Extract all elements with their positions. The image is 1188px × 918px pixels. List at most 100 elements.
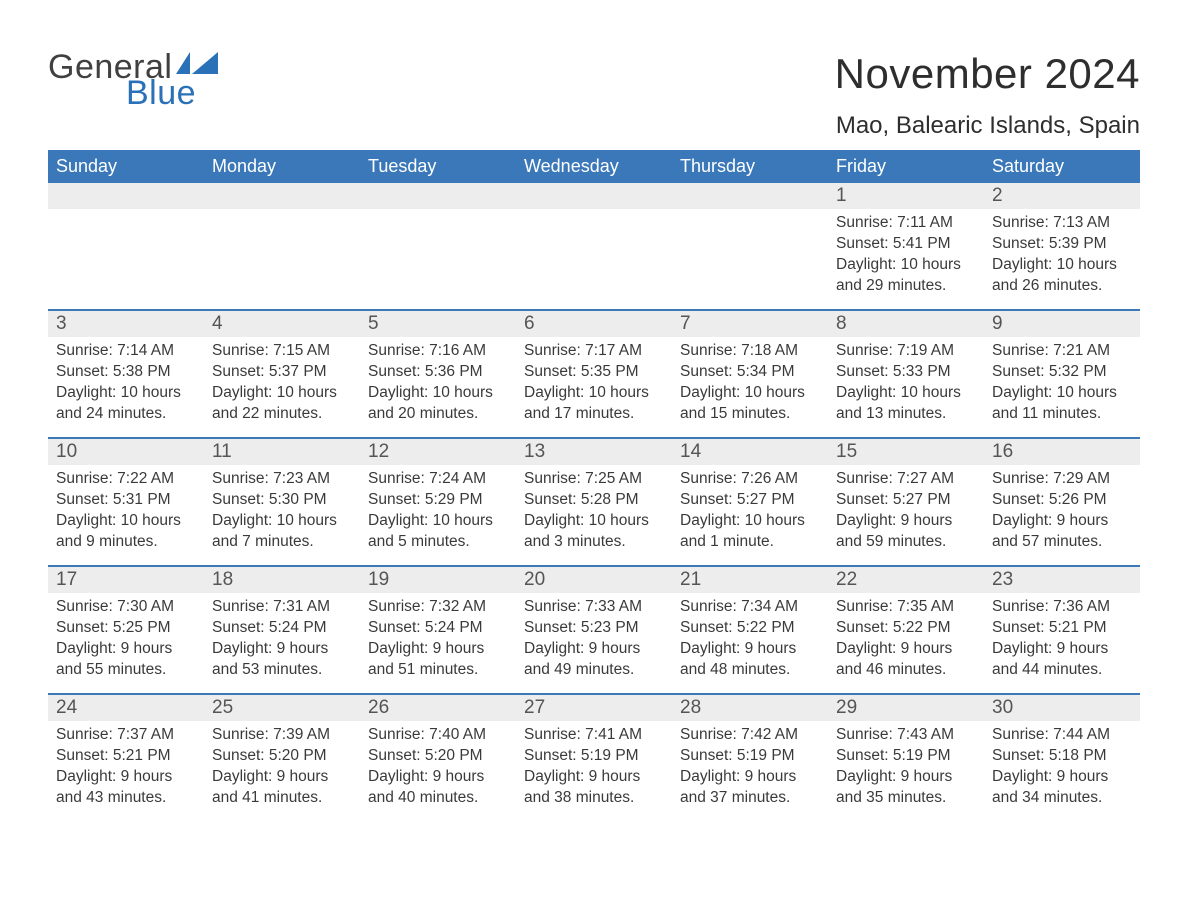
sunset-line: Sunset: 5:22 PM — [836, 618, 976, 639]
day-cell: 26Sunrise: 7:40 AMSunset: 5:20 PMDayligh… — [360, 695, 516, 821]
sunrise-line: Sunrise: 7:32 AM — [368, 597, 508, 618]
sunrise-line: Sunrise: 7:33 AM — [524, 597, 664, 618]
day-body: Sunrise: 7:40 AMSunset: 5:20 PMDaylight:… — [360, 721, 516, 815]
empty-cell — [360, 183, 516, 309]
day-body: Sunrise: 7:44 AMSunset: 5:18 PMDaylight:… — [984, 721, 1140, 815]
day-number: 2 — [984, 183, 1140, 209]
sunrise-line: Sunrise: 7:23 AM — [212, 469, 352, 490]
logo-text-blue: Blue — [126, 76, 218, 110]
day-cell: 6Sunrise: 7:17 AMSunset: 5:35 PMDaylight… — [516, 311, 672, 437]
day-cell: 10Sunrise: 7:22 AMSunset: 5:31 PMDayligh… — [48, 439, 204, 565]
week-row: 17Sunrise: 7:30 AMSunset: 5:25 PMDayligh… — [48, 565, 1140, 693]
daylight-line: Daylight: 10 hours and 9 minutes. — [56, 511, 196, 553]
sunrise-line: Sunrise: 7:42 AM — [680, 725, 820, 746]
day-cell: 20Sunrise: 7:33 AMSunset: 5:23 PMDayligh… — [516, 567, 672, 693]
day-number: 3 — [48, 311, 204, 337]
daylight-line: Daylight: 9 hours and 41 minutes. — [212, 767, 352, 809]
day-body: Sunrise: 7:11 AMSunset: 5:41 PMDaylight:… — [828, 209, 984, 303]
sunrise-line: Sunrise: 7:22 AM — [56, 469, 196, 490]
day-number: 20 — [516, 567, 672, 593]
day-header-sunday: Sunday — [48, 150, 204, 183]
day-cell: 8Sunrise: 7:19 AMSunset: 5:33 PMDaylight… — [828, 311, 984, 437]
day-body: Sunrise: 7:26 AMSunset: 5:27 PMDaylight:… — [672, 465, 828, 559]
sunset-line: Sunset: 5:27 PM — [836, 490, 976, 511]
daylight-line: Daylight: 10 hours and 24 minutes. — [56, 383, 196, 425]
day-number: 22 — [828, 567, 984, 593]
page: General Blue November 2024 Mao, Balearic… — [0, 0, 1188, 861]
day-body: Sunrise: 7:32 AMSunset: 5:24 PMDaylight:… — [360, 593, 516, 687]
title-block: November 2024 Mao, Balearic Islands, Spa… — [835, 50, 1140, 140]
day-body: Sunrise: 7:18 AMSunset: 5:34 PMDaylight:… — [672, 337, 828, 431]
day-number: 27 — [516, 695, 672, 721]
sunset-line: Sunset: 5:37 PM — [212, 362, 352, 383]
daylight-line: Daylight: 9 hours and 48 minutes. — [680, 639, 820, 681]
sunrise-line: Sunrise: 7:26 AM — [680, 469, 820, 490]
day-number: 12 — [360, 439, 516, 465]
daylight-line: Daylight: 9 hours and 37 minutes. — [680, 767, 820, 809]
day-number: 7 — [672, 311, 828, 337]
day-cell: 24Sunrise: 7:37 AMSunset: 5:21 PMDayligh… — [48, 695, 204, 821]
sunrise-line: Sunrise: 7:27 AM — [836, 469, 976, 490]
daylight-line: Daylight: 10 hours and 5 minutes. — [368, 511, 508, 553]
daylight-line: Daylight: 9 hours and 53 minutes. — [212, 639, 352, 681]
day-cell: 1Sunrise: 7:11 AMSunset: 5:41 PMDaylight… — [828, 183, 984, 309]
day-number: 29 — [828, 695, 984, 721]
day-body: Sunrise: 7:33 AMSunset: 5:23 PMDaylight:… — [516, 593, 672, 687]
day-cell: 7Sunrise: 7:18 AMSunset: 5:34 PMDaylight… — [672, 311, 828, 437]
day-cell: 21Sunrise: 7:34 AMSunset: 5:22 PMDayligh… — [672, 567, 828, 693]
daylight-line: Daylight: 9 hours and 44 minutes. — [992, 639, 1132, 681]
day-body: Sunrise: 7:30 AMSunset: 5:25 PMDaylight:… — [48, 593, 204, 687]
day-number — [360, 183, 516, 209]
day-body: Sunrise: 7:23 AMSunset: 5:30 PMDaylight:… — [204, 465, 360, 559]
sunrise-line: Sunrise: 7:37 AM — [56, 725, 196, 746]
daylight-line: Daylight: 10 hours and 26 minutes. — [992, 255, 1132, 297]
day-cell: 5Sunrise: 7:16 AMSunset: 5:36 PMDaylight… — [360, 311, 516, 437]
sunset-line: Sunset: 5:22 PM — [680, 618, 820, 639]
sunrise-line: Sunrise: 7:36 AM — [992, 597, 1132, 618]
day-body: Sunrise: 7:31 AMSunset: 5:24 PMDaylight:… — [204, 593, 360, 687]
daylight-line: Daylight: 10 hours and 11 minutes. — [992, 383, 1132, 425]
day-cell: 30Sunrise: 7:44 AMSunset: 5:18 PMDayligh… — [984, 695, 1140, 821]
day-cell: 28Sunrise: 7:42 AMSunset: 5:19 PMDayligh… — [672, 695, 828, 821]
sunset-line: Sunset: 5:36 PM — [368, 362, 508, 383]
sunrise-line: Sunrise: 7:34 AM — [680, 597, 820, 618]
daylight-line: Daylight: 10 hours and 7 minutes. — [212, 511, 352, 553]
day-header-friday: Friday — [828, 150, 984, 183]
day-body: Sunrise: 7:21 AMSunset: 5:32 PMDaylight:… — [984, 337, 1140, 431]
day-cell: 9Sunrise: 7:21 AMSunset: 5:32 PMDaylight… — [984, 311, 1140, 437]
day-number: 9 — [984, 311, 1140, 337]
day-cell: 29Sunrise: 7:43 AMSunset: 5:19 PMDayligh… — [828, 695, 984, 821]
daylight-line: Daylight: 9 hours and 51 minutes. — [368, 639, 508, 681]
sunset-line: Sunset: 5:24 PM — [212, 618, 352, 639]
sunset-line: Sunset: 5:25 PM — [56, 618, 196, 639]
day-number: 4 — [204, 311, 360, 337]
sunset-line: Sunset: 5:18 PM — [992, 746, 1132, 767]
day-body: Sunrise: 7:34 AMSunset: 5:22 PMDaylight:… — [672, 593, 828, 687]
day-body: Sunrise: 7:14 AMSunset: 5:38 PMDaylight:… — [48, 337, 204, 431]
day-header-monday: Monday — [204, 150, 360, 183]
daylight-line: Daylight: 9 hours and 46 minutes. — [836, 639, 976, 681]
week-row: 1Sunrise: 7:11 AMSunset: 5:41 PMDaylight… — [48, 183, 1140, 309]
day-header-wednesday: Wednesday — [516, 150, 672, 183]
day-cell: 2Sunrise: 7:13 AMSunset: 5:39 PMDaylight… — [984, 183, 1140, 309]
day-body: Sunrise: 7:17 AMSunset: 5:35 PMDaylight:… — [516, 337, 672, 431]
day-cell: 13Sunrise: 7:25 AMSunset: 5:28 PMDayligh… — [516, 439, 672, 565]
day-cell: 14Sunrise: 7:26 AMSunset: 5:27 PMDayligh… — [672, 439, 828, 565]
day-number: 14 — [672, 439, 828, 465]
day-cell: 25Sunrise: 7:39 AMSunset: 5:20 PMDayligh… — [204, 695, 360, 821]
sunrise-line: Sunrise: 7:35 AM — [836, 597, 976, 618]
day-number — [516, 183, 672, 209]
sunrise-line: Sunrise: 7:29 AM — [992, 469, 1132, 490]
day-body: Sunrise: 7:43 AMSunset: 5:19 PMDaylight:… — [828, 721, 984, 815]
day-cell: 3Sunrise: 7:14 AMSunset: 5:38 PMDaylight… — [48, 311, 204, 437]
daylight-line: Daylight: 9 hours and 38 minutes. — [524, 767, 664, 809]
sunrise-line: Sunrise: 7:14 AM — [56, 341, 196, 362]
day-header-thursday: Thursday — [672, 150, 828, 183]
daylight-line: Daylight: 9 hours and 40 minutes. — [368, 767, 508, 809]
daylight-line: Daylight: 10 hours and 20 minutes. — [368, 383, 508, 425]
sunrise-line: Sunrise: 7:31 AM — [212, 597, 352, 618]
day-number: 17 — [48, 567, 204, 593]
sunset-line: Sunset: 5:20 PM — [212, 746, 352, 767]
day-number: 30 — [984, 695, 1140, 721]
day-body: Sunrise: 7:36 AMSunset: 5:21 PMDaylight:… — [984, 593, 1140, 687]
